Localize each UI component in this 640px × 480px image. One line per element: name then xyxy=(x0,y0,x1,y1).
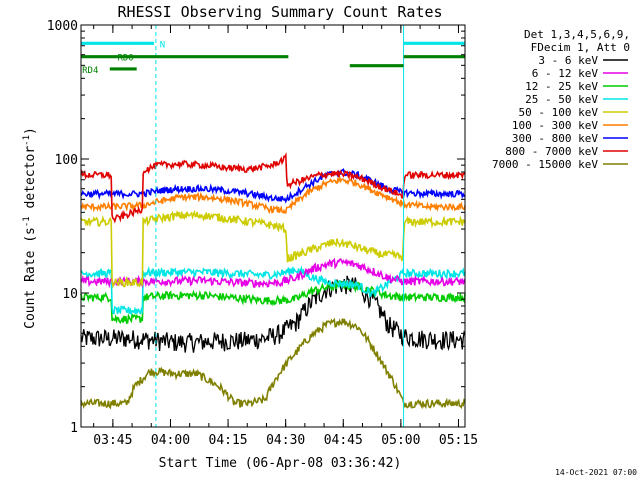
plot-frame xyxy=(80,24,466,428)
legend-entry: 50 - 100 keV xyxy=(519,106,628,119)
legend-entry: 25 - 50 keV xyxy=(525,93,628,106)
legend-header: Det 1,3,4,5,6,9, xyxy=(524,28,630,41)
legend-entry: 3 - 6 keV xyxy=(538,54,628,67)
series-line xyxy=(80,168,466,204)
series-line xyxy=(80,280,466,325)
legend-entry: 300 - 800 keV xyxy=(512,132,628,145)
x-tick-label: 04:30 xyxy=(266,433,305,448)
legend-entry: 800 - 7000 keV xyxy=(505,145,628,158)
x-tick-label: 04:00 xyxy=(151,433,190,448)
legend-entry: 12 - 25 keV xyxy=(525,80,628,93)
mode-bar-rd0: RD0 xyxy=(81,54,465,68)
series-3-to-6keV-kev xyxy=(80,275,466,353)
y-axis-label: Count Rate (s-1 detector-1) xyxy=(22,127,38,329)
legend-label: 7000 - 15000 keV xyxy=(492,158,598,171)
x-tick-label: 04:45 xyxy=(324,433,363,448)
legend-label: 50 - 100 keV xyxy=(519,106,599,119)
chart-title: RHESSI Observing Summary Count Rates xyxy=(117,3,442,21)
legend-label: 25 - 50 keV xyxy=(525,93,598,106)
x-tick-label: 05:15 xyxy=(439,433,478,448)
legend-label: 3 - 6 keV xyxy=(538,54,598,67)
series-line xyxy=(80,257,466,289)
y-tick-label: 1000 xyxy=(47,19,78,34)
x-tick-label: 03:45 xyxy=(93,433,132,448)
mode-bar-label: N xyxy=(160,40,165,50)
series-800-to-7000keV-kev xyxy=(80,152,466,224)
legend-label: 12 - 25 keV xyxy=(525,80,598,93)
y-tick-label: 10 xyxy=(62,287,78,302)
legend-label: 300 - 800 keV xyxy=(512,132,598,145)
series-7000-to-15000keV-kev xyxy=(80,317,466,410)
legend-label: 6 - 12 keV xyxy=(532,67,599,80)
series-line xyxy=(80,209,466,289)
series-50-to-100keV-kev xyxy=(80,209,466,289)
series-line xyxy=(80,275,466,353)
mode-bar-label: RD4 xyxy=(82,66,98,76)
series-25-to-50keV-kev xyxy=(80,265,466,317)
legend-entry: 100 - 300 keV xyxy=(512,119,628,132)
mode-bar-rd4: RD4 xyxy=(82,66,137,76)
footer-date: 14-Oct-2021 07:00 xyxy=(555,468,637,477)
mode-bar-n: N xyxy=(81,40,465,50)
series-6-to-12keV-kev xyxy=(80,257,466,289)
legend-label: 800 - 7000 keV xyxy=(505,145,598,158)
y-tick-label: 100 xyxy=(55,153,78,168)
mode-bar-label: RD0 xyxy=(117,54,133,64)
series-line xyxy=(80,174,466,214)
x-tick-label: 05:00 xyxy=(381,433,420,448)
series-line xyxy=(80,152,466,224)
legend-entry: 7000 - 15000 keV xyxy=(492,158,628,171)
series-100-to-300keV-kev xyxy=(80,174,466,214)
x-axis-label: Start Time (06-Apr-08 03:36:42) xyxy=(159,456,402,471)
legend-label: 100 - 300 keV xyxy=(512,119,598,132)
series-line xyxy=(80,265,466,317)
legend-entry: 6 - 12 keV xyxy=(532,67,628,80)
series-line xyxy=(80,317,466,410)
y-tick-label: 1 xyxy=(70,421,78,436)
legend-header: FDecim 1, Att 0 xyxy=(531,41,630,54)
series-12-to-25keV-kev xyxy=(80,280,466,325)
x-tick-label: 04:15 xyxy=(209,433,248,448)
series-300-to-800keV-kev xyxy=(80,168,466,204)
